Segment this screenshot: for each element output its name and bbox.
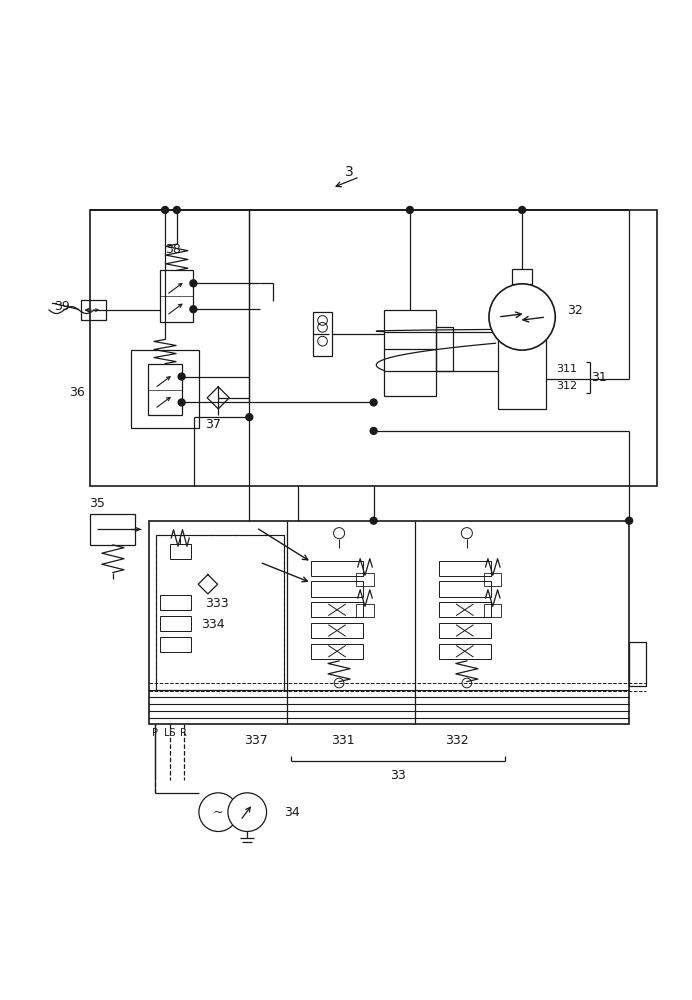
Bar: [439, 561, 491, 576]
Text: 337: 337: [244, 734, 268, 747]
Text: 36: 36: [69, 386, 85, 399]
Circle shape: [178, 399, 185, 406]
Text: 332: 332: [445, 734, 468, 747]
Bar: [356, 604, 374, 617]
Text: LS: LS: [164, 728, 176, 738]
Bar: [311, 561, 363, 576]
Text: 333: 333: [205, 597, 228, 610]
Circle shape: [199, 793, 237, 831]
Text: 311: 311: [556, 364, 578, 374]
Bar: [439, 602, 491, 617]
Bar: [439, 581, 491, 597]
Bar: [356, 573, 374, 586]
Circle shape: [370, 517, 377, 524]
Bar: [439, 644, 491, 659]
Bar: [156, 535, 284, 690]
Text: 31: 31: [591, 371, 607, 384]
Bar: [484, 604, 502, 617]
Text: 32: 32: [567, 304, 583, 317]
Circle shape: [162, 206, 169, 213]
Bar: [156, 535, 284, 690]
Text: 33: 33: [390, 769, 406, 782]
Text: 334: 334: [201, 618, 225, 631]
Circle shape: [190, 280, 197, 287]
Bar: [313, 312, 332, 356]
Bar: [311, 644, 363, 659]
Bar: [311, 623, 363, 638]
Circle shape: [406, 206, 413, 213]
Bar: [384, 310, 436, 396]
Bar: [131, 350, 199, 428]
Bar: [91, 210, 657, 486]
Circle shape: [626, 517, 632, 524]
Bar: [160, 616, 190, 631]
Bar: [149, 521, 629, 724]
Circle shape: [370, 399, 377, 406]
Text: 34: 34: [284, 806, 300, 819]
Bar: [311, 602, 363, 617]
Circle shape: [190, 306, 197, 313]
Circle shape: [228, 793, 266, 831]
Text: 312: 312: [556, 381, 578, 391]
Bar: [160, 595, 190, 610]
Text: 3: 3: [345, 165, 354, 179]
Bar: [170, 544, 190, 559]
Text: ~: ~: [213, 806, 224, 819]
Bar: [311, 581, 363, 597]
Bar: [498, 340, 546, 409]
Text: 331: 331: [331, 734, 354, 747]
Bar: [439, 623, 491, 638]
Circle shape: [370, 427, 377, 434]
Circle shape: [489, 284, 555, 350]
Text: 39: 39: [54, 300, 70, 313]
Bar: [484, 573, 502, 586]
Text: 35: 35: [89, 497, 105, 510]
Bar: [91, 514, 136, 545]
Text: P: P: [152, 728, 158, 738]
Bar: [436, 327, 453, 371]
Bar: [512, 269, 532, 284]
Circle shape: [178, 373, 185, 380]
Circle shape: [246, 414, 253, 421]
Circle shape: [518, 206, 525, 213]
Circle shape: [174, 206, 180, 213]
Text: 38: 38: [165, 243, 181, 256]
Text: 37: 37: [205, 418, 221, 431]
Bar: [629, 642, 646, 686]
Bar: [160, 637, 190, 652]
Bar: [82, 300, 107, 320]
Text: R: R: [181, 728, 187, 738]
Bar: [161, 270, 193, 322]
Bar: [149, 364, 181, 415]
